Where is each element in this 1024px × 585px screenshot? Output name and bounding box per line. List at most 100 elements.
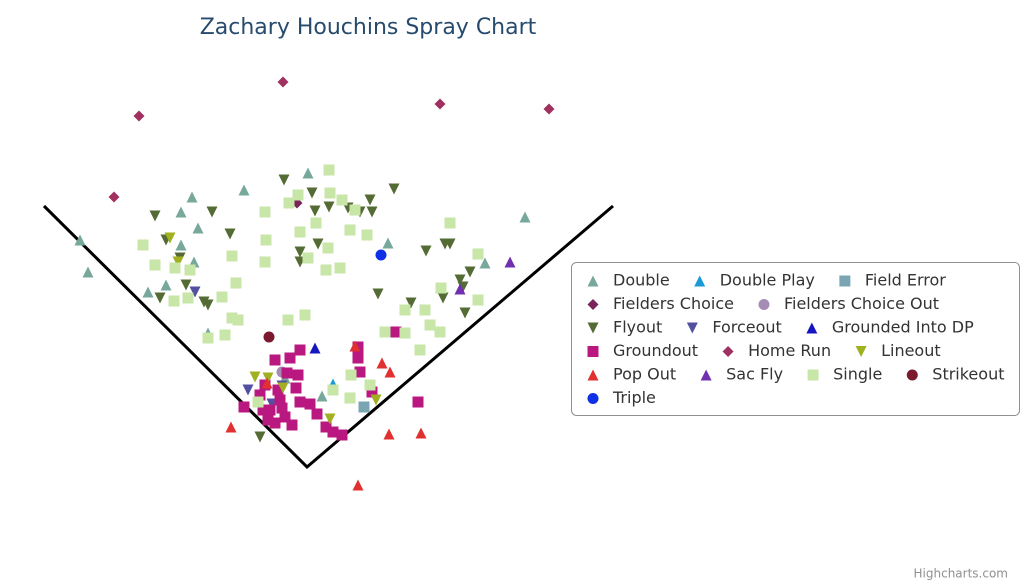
- data-point: [294, 226, 306, 238]
- legend-symbol[interactable]: [806, 322, 818, 334]
- chart-title: Zachary Houchins Spray Chart: [200, 15, 537, 40]
- data-point: [327, 384, 339, 396]
- data-point: [376, 357, 388, 369]
- legend-label[interactable]: Strikeout: [932, 365, 1004, 384]
- legend-symbol[interactable]: [758, 299, 770, 310]
- data-point: [216, 291, 228, 303]
- data-point: [405, 297, 417, 309]
- legend-symbol[interactable]: [587, 393, 599, 404]
- credits[interactable]: Highcharts.com: [914, 567, 1008, 581]
- data-point: [154, 292, 166, 304]
- data-point: [108, 191, 120, 203]
- data-point: [336, 194, 348, 206]
- data-point: [242, 384, 254, 396]
- data-point: [269, 354, 281, 366]
- data-point: [384, 366, 396, 378]
- legend-label[interactable]: Sac Fly: [726, 365, 783, 384]
- legend-label[interactable]: Home Run: [748, 341, 831, 360]
- data-point: [464, 266, 476, 278]
- data-point: [361, 229, 373, 241]
- data-point: [316, 390, 328, 402]
- legend-label[interactable]: Groundout: [613, 341, 698, 360]
- data-point: [312, 238, 324, 250]
- legend-label[interactable]: Double Play: [720, 271, 815, 290]
- legend-symbol[interactable]: [694, 275, 706, 287]
- data-point: [169, 262, 181, 274]
- legend-label[interactable]: Triple: [612, 388, 656, 407]
- legend-label[interactable]: Field Error: [865, 271, 946, 290]
- data-point: [164, 232, 176, 244]
- data-point: [420, 245, 432, 257]
- legend-label[interactable]: Double: [613, 271, 670, 290]
- legend-symbol[interactable]: [855, 346, 867, 357]
- data-point: [344, 392, 356, 404]
- data-point: [172, 256, 184, 268]
- legend-label[interactable]: Fielders Choice Out: [784, 294, 939, 313]
- data-point: [390, 326, 402, 338]
- legend-symbol[interactable]: [839, 275, 851, 287]
- data-point: [323, 201, 335, 213]
- data-point: [444, 238, 456, 250]
- legend-label[interactable]: Lineout: [881, 341, 941, 360]
- legend-symbol[interactable]: [587, 369, 599, 381]
- data-point: [225, 421, 237, 433]
- data-point: [419, 304, 431, 316]
- data-point: [459, 307, 471, 319]
- data-point: [82, 266, 94, 278]
- data-point: [382, 237, 394, 249]
- data-point: [290, 382, 302, 394]
- data-point: [232, 314, 244, 326]
- data-point: [294, 344, 306, 356]
- data-point: [137, 239, 149, 251]
- legend-symbol[interactable]: [807, 369, 819, 381]
- data-point: [349, 340, 361, 352]
- data-point: [320, 421, 332, 433]
- data-point: [383, 428, 395, 440]
- data-point: [472, 294, 484, 306]
- legend-symbol[interactable]: [587, 299, 599, 310]
- data-point: [168, 295, 180, 307]
- data-point: [379, 326, 391, 338]
- data-point: [345, 369, 357, 381]
- legend-label[interactable]: Flyout: [613, 318, 662, 337]
- data-point: [249, 371, 261, 383]
- data-point: [320, 264, 332, 276]
- data-point: [142, 286, 154, 298]
- data-point: [281, 367, 293, 379]
- data-point: [252, 396, 264, 408]
- data-point: [202, 299, 214, 311]
- data-point: [434, 98, 446, 110]
- data-point: [519, 211, 531, 223]
- legend-label[interactable]: Fielders Choice: [613, 294, 734, 313]
- legend-symbol[interactable]: [587, 346, 599, 357]
- legend-label[interactable]: Forceout: [712, 318, 782, 337]
- data-point: [543, 103, 555, 115]
- legend-symbol[interactable]: [587, 275, 599, 287]
- legend-symbol[interactable]: [587, 322, 599, 334]
- data-point: [454, 283, 466, 295]
- data-point: [294, 396, 306, 408]
- legend-symbol[interactable]: [906, 369, 918, 381]
- data-point: [370, 394, 382, 406]
- data-point: [322, 242, 334, 254]
- legend-symbol[interactable]: [686, 322, 698, 334]
- data-point: [175, 239, 187, 251]
- data-point: [186, 191, 198, 203]
- legend-label[interactable]: Pop Out: [613, 365, 676, 384]
- data-point: [254, 431, 266, 443]
- data-point: [230, 277, 242, 289]
- data-point: [324, 187, 336, 199]
- data-point: [74, 234, 86, 246]
- data-point: [399, 304, 411, 316]
- legend-label[interactable]: Single: [833, 365, 882, 384]
- legend-symbol[interactable]: [700, 369, 712, 381]
- data-point: [309, 205, 321, 217]
- data-point: [336, 429, 348, 441]
- legend-symbol[interactable]: [722, 346, 734, 357]
- data-point: [344, 224, 356, 236]
- data-point: [302, 167, 314, 179]
- data-point: [133, 110, 145, 122]
- legend-label[interactable]: Grounded Into DP: [832, 318, 974, 337]
- data-point: [366, 206, 378, 218]
